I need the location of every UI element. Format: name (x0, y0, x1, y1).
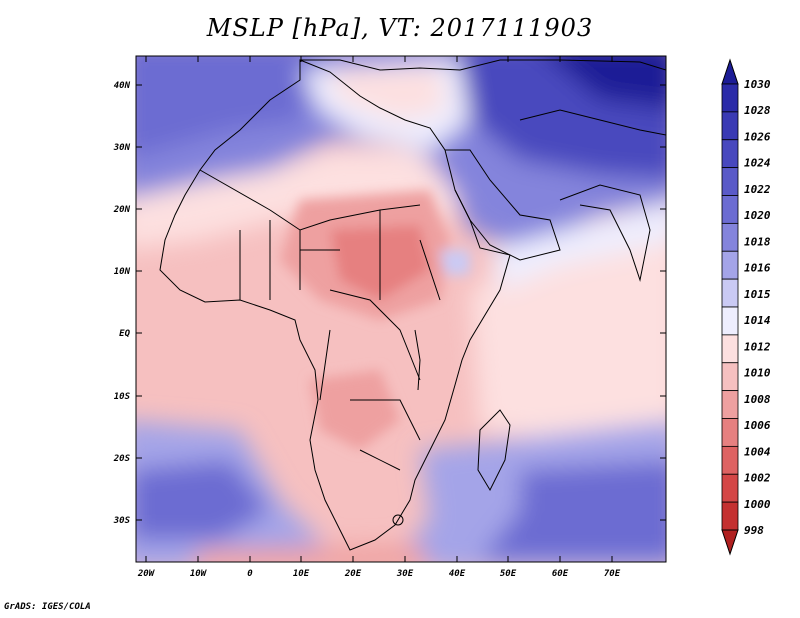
map-frame (135, 55, 667, 563)
colorbar-arrow-top (721, 58, 739, 85)
lon-label: 30E (396, 569, 414, 579)
lon-label: 10E (293, 569, 310, 579)
lat-label: 40N (114, 81, 131, 91)
colorbar-label: 1020 (744, 209, 771, 222)
colorbar-swatch (721, 362, 739, 392)
colorbar-label: 1008 (744, 393, 771, 406)
lat-label: 10N (114, 267, 131, 277)
colorbar-label: 1028 (744, 104, 771, 117)
map-title: MSLP [hPa], VT: 2017111903 (206, 14, 594, 42)
colorbar-label: 1000 (744, 498, 771, 511)
colorbar-label: 1004 (744, 445, 771, 458)
lon-label: 50E (500, 569, 517, 579)
colorbar-swatch (721, 418, 739, 447)
colorbar-swatch (721, 306, 739, 336)
coastlines (159, 59, 666, 551)
latitude-axis: 40N 30N 20N 10N EQ 10S 20S 30S (113, 81, 666, 526)
colorbar: 1030 1028 1026 1024 1022 1020 1018 1016 1015 1014… (721, 58, 771, 556)
colorbar-swatch (721, 501, 739, 531)
colorbar-swatch (721, 111, 739, 141)
colorbar-label: 1015 (744, 288, 771, 301)
colorbar-swatch (721, 334, 739, 364)
lat-label: 30N (113, 143, 131, 153)
colorbar-label: 1012 (744, 340, 771, 353)
lon-label: 20W (137, 569, 156, 579)
colorbar-swatch (721, 445, 739, 475)
colorbar-label: 1010 (744, 367, 771, 380)
longitude-axis: 20W 10W 0 10E 20E 30E 40E 50E 60E 70E (137, 56, 621, 579)
colorbar-label: 1026 (744, 130, 771, 143)
colorbar-swatch (721, 390, 739, 419)
colorbar-swatch (721, 167, 739, 196)
credit-label: GrADS: IGES/COLA (4, 602, 91, 612)
lon-label: 40E (449, 569, 466, 579)
colorbar-label: 1022 (744, 183, 771, 196)
lon-label: 0 (247, 569, 253, 579)
colorbar-label: 1030 (744, 78, 771, 91)
colorbar-label: 1006 (744, 419, 771, 432)
colorbar-label: 1024 (744, 157, 771, 170)
lat-label: 30S (113, 516, 131, 526)
lat-label: EQ (119, 329, 130, 339)
colorbar-swatch (721, 278, 739, 308)
colorbar-label: 1014 (744, 314, 771, 327)
colorbar-swatch (721, 473, 739, 503)
colorbar-label: 1002 (744, 472, 771, 485)
lat-label: 10S (114, 392, 131, 402)
colorbar-label: 998 (744, 524, 764, 537)
lat-label: 20N (113, 205, 131, 215)
colorbar-swatch (721, 222, 739, 252)
lat-label: 20S (113, 454, 131, 464)
colorbar-label: 1018 (744, 235, 771, 248)
lon-label: 20E (344, 569, 362, 579)
colorbar-swatch (721, 139, 739, 169)
colorbar-swatch (721, 195, 739, 224)
lon-label: 60E (552, 569, 569, 579)
colorbar-swatch (721, 83, 739, 113)
colorbar-label: 1016 (744, 262, 771, 275)
lon-label: 70E (604, 569, 621, 579)
lon-label: 10W (190, 569, 208, 579)
colorbar-arrow-bottom (721, 529, 739, 556)
colorbar-swatch (721, 250, 739, 280)
